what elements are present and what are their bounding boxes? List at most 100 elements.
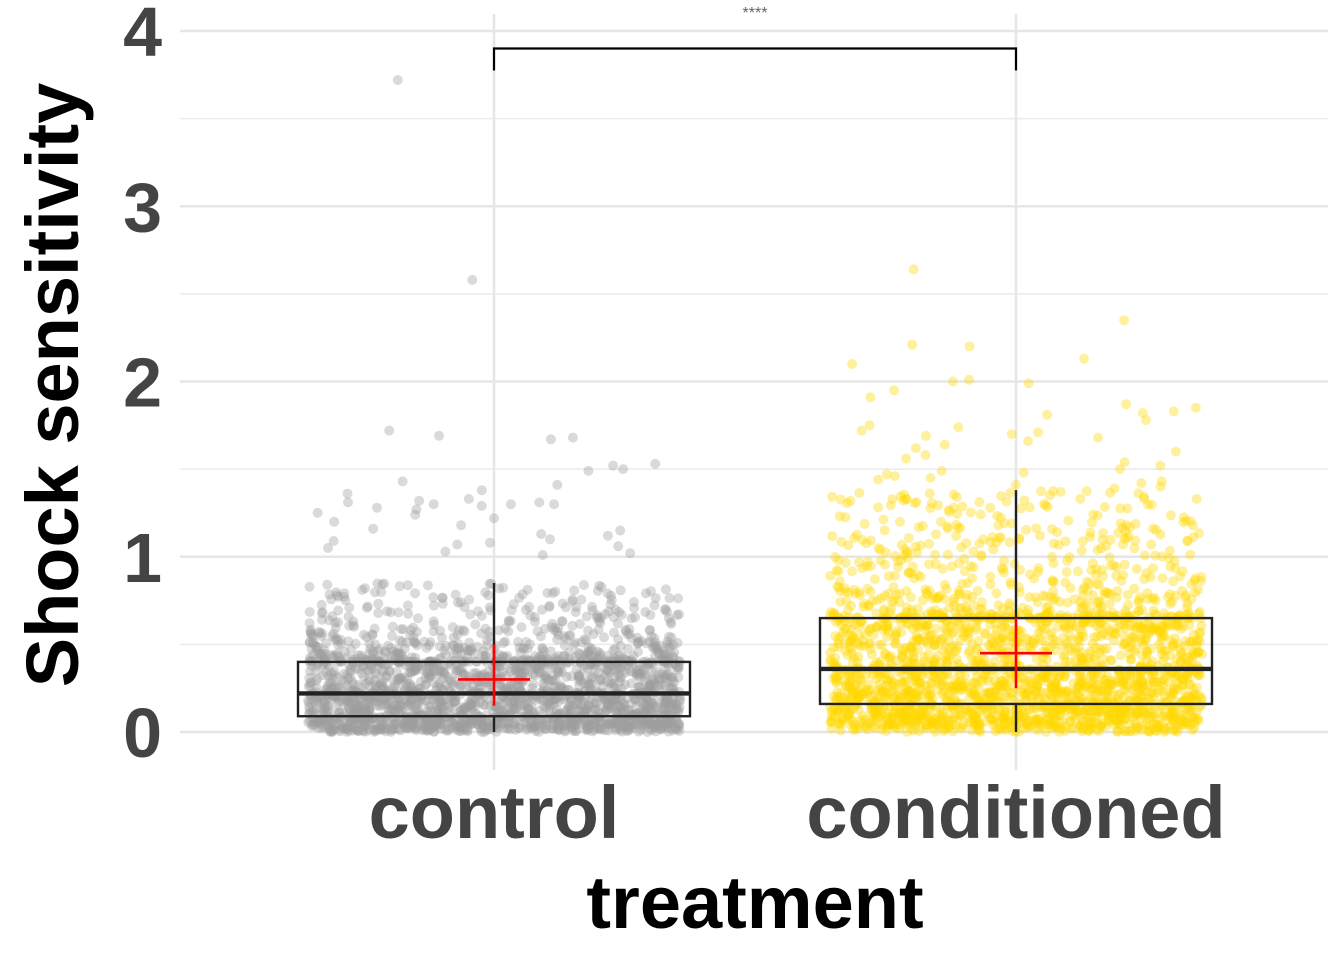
data-point xyxy=(911,547,922,558)
data-point xyxy=(1189,575,1200,586)
data-point xyxy=(328,652,339,663)
data-point xyxy=(625,698,636,709)
data-point xyxy=(613,693,624,704)
outlier-point xyxy=(625,548,636,559)
data-point xyxy=(559,707,570,718)
data-point xyxy=(865,644,876,654)
data-point xyxy=(313,716,323,727)
data-point xyxy=(590,658,601,669)
data-point xyxy=(433,669,444,680)
data-point xyxy=(517,661,528,672)
data-point xyxy=(616,715,626,726)
data-point xyxy=(608,700,619,711)
data-point xyxy=(378,652,389,663)
data-point xyxy=(1130,535,1141,546)
data-point xyxy=(847,566,858,577)
data-point xyxy=(564,647,575,658)
data-point xyxy=(657,722,668,733)
data-point xyxy=(1130,519,1141,529)
data-point xyxy=(368,646,379,657)
data-point xyxy=(524,639,535,650)
data-point xyxy=(649,716,660,727)
data-point xyxy=(1191,493,1202,504)
data-point xyxy=(608,645,619,656)
data-point xyxy=(674,721,685,732)
data-point xyxy=(589,698,600,709)
data-point xyxy=(537,715,548,726)
data-point xyxy=(554,716,565,727)
data-point xyxy=(664,718,675,728)
data-point xyxy=(421,668,432,679)
data-point xyxy=(1060,577,1071,588)
data-point xyxy=(633,671,644,682)
outlier-point xyxy=(1190,402,1201,413)
data-point xyxy=(454,720,465,731)
data-point xyxy=(397,695,408,706)
data-point xyxy=(370,675,380,686)
data-point xyxy=(609,717,619,728)
data-point xyxy=(420,718,431,729)
data-point xyxy=(1116,724,1127,735)
data-point xyxy=(1005,673,1016,684)
data-point xyxy=(667,651,678,661)
data-point xyxy=(621,725,632,736)
data-point xyxy=(519,699,529,710)
data-point xyxy=(555,683,566,693)
data-point xyxy=(394,703,404,714)
data-point xyxy=(357,725,368,736)
data-point xyxy=(456,648,467,659)
data-point xyxy=(566,694,577,705)
data-point xyxy=(1133,488,1144,499)
data-point xyxy=(356,652,367,663)
data-point xyxy=(430,707,441,717)
outlier-point xyxy=(608,460,619,471)
data-point xyxy=(406,694,417,705)
data-point xyxy=(618,699,629,709)
data-point xyxy=(441,725,452,736)
data-point xyxy=(425,716,436,727)
data-point xyxy=(381,670,392,681)
data-point xyxy=(553,629,564,640)
data-point xyxy=(969,715,980,726)
data-point xyxy=(332,590,342,601)
data-point xyxy=(407,719,418,730)
data-point xyxy=(662,606,672,617)
data-point xyxy=(672,724,683,735)
data-point xyxy=(468,668,479,679)
data-point xyxy=(348,679,359,690)
data-point xyxy=(343,702,354,713)
data-point xyxy=(530,694,541,705)
data-point xyxy=(351,706,362,717)
data-point xyxy=(540,670,551,680)
data-point xyxy=(915,690,926,701)
data-point xyxy=(431,718,442,729)
data-point xyxy=(309,720,320,731)
data-point xyxy=(1009,559,1020,569)
data-point xyxy=(514,661,525,672)
data-point xyxy=(558,694,569,705)
data-point xyxy=(1148,563,1158,574)
data-point xyxy=(1125,725,1135,736)
data-point xyxy=(318,721,329,732)
data-point xyxy=(610,604,621,615)
data-point xyxy=(1006,579,1017,590)
data-point xyxy=(905,592,916,603)
data-point xyxy=(494,649,504,660)
data-point xyxy=(498,638,509,648)
data-point xyxy=(974,497,985,507)
data-point xyxy=(840,586,851,597)
data-point xyxy=(642,704,653,715)
data-point xyxy=(834,511,845,522)
data-point xyxy=(653,648,664,659)
data-point xyxy=(548,723,559,734)
outlier-point xyxy=(920,450,931,461)
data-point xyxy=(500,706,511,717)
outlier-point xyxy=(856,425,867,436)
data-point xyxy=(507,683,518,694)
data-point xyxy=(672,610,683,620)
data-point xyxy=(581,704,592,715)
data-point xyxy=(599,632,609,643)
data-point xyxy=(465,609,476,620)
data-point xyxy=(1156,634,1167,645)
data-point xyxy=(410,723,421,734)
